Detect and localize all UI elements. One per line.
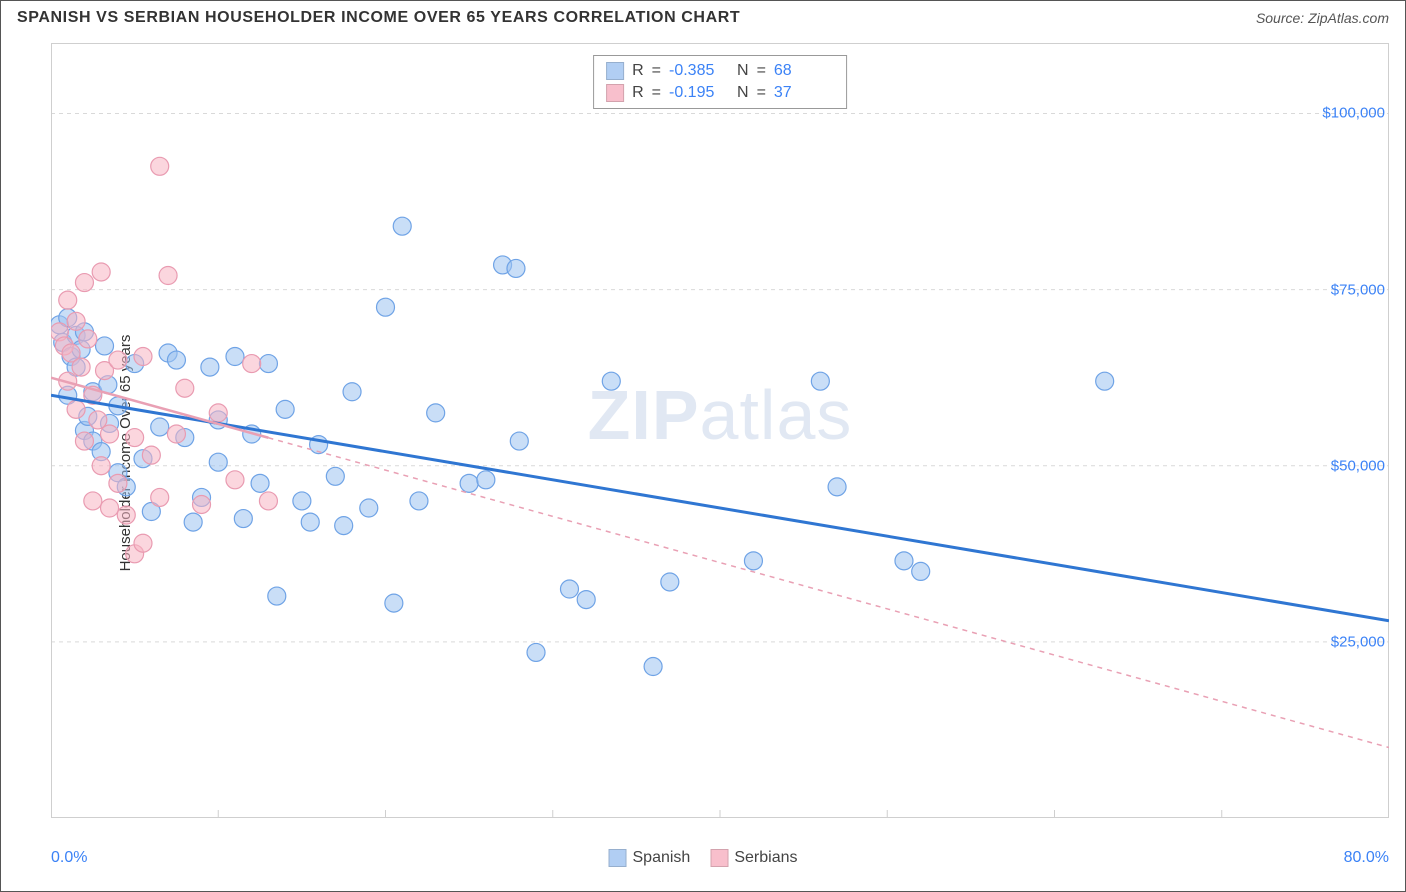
stats-row-spanish: R = -0.385 N = 68 (606, 60, 834, 82)
serbians-r-value: -0.195 (669, 84, 729, 102)
label-n: N (737, 84, 749, 102)
chart-area: Householder Income Over 65 years ZIPatla… (1, 33, 1405, 873)
source-label: Source: ZipAtlas.com (1256, 10, 1389, 26)
swatch-spanish (609, 849, 627, 867)
swatch-spanish (606, 62, 624, 80)
swatch-serbians (606, 84, 624, 102)
eq: = (757, 84, 766, 102)
label-r: R (632, 62, 644, 80)
plot-region: ZIPatlas R = -0.385 N = 68 R = -0.195 (51, 43, 1389, 818)
legend-label-spanish: Spanish (633, 849, 691, 867)
chart-container: SPANISH VS SERBIAN HOUSEHOLDER INCOME OV… (0, 0, 1406, 892)
swatch-serbians (710, 849, 728, 867)
ytick-label: $50,000 (1331, 457, 1389, 474)
legend-item-serbians: Serbians (710, 849, 797, 867)
label-n: N (737, 62, 749, 80)
header: SPANISH VS SERBIAN HOUSEHOLDER INCOME OV… (1, 1, 1405, 33)
eq: = (757, 62, 766, 80)
legend: Spanish Serbians (609, 849, 798, 867)
serbians-n-value: 37 (774, 84, 834, 102)
label-r: R (632, 84, 644, 102)
eq: = (652, 84, 661, 102)
eq: = (652, 62, 661, 80)
stats-row-serbians: R = -0.195 N = 37 (606, 82, 834, 104)
spanish-n-value: 68 (774, 62, 834, 80)
ytick-label: $100,000 (1322, 105, 1389, 122)
ytick-label: $25,000 (1331, 633, 1389, 650)
spanish-r-value: -0.385 (669, 62, 729, 80)
x-axis-min-label: 0.0% (51, 849, 87, 867)
plot-svg (51, 43, 1389, 818)
chart-title: SPANISH VS SERBIAN HOUSEHOLDER INCOME OV… (17, 9, 740, 27)
legend-label-serbians: Serbians (734, 849, 797, 867)
x-axis-max-label: 80.0% (1344, 849, 1389, 867)
ytick-label: $75,000 (1331, 281, 1389, 298)
stats-box: R = -0.385 N = 68 R = -0.195 N = 37 (593, 55, 847, 109)
legend-item-spanish: Spanish (609, 849, 691, 867)
